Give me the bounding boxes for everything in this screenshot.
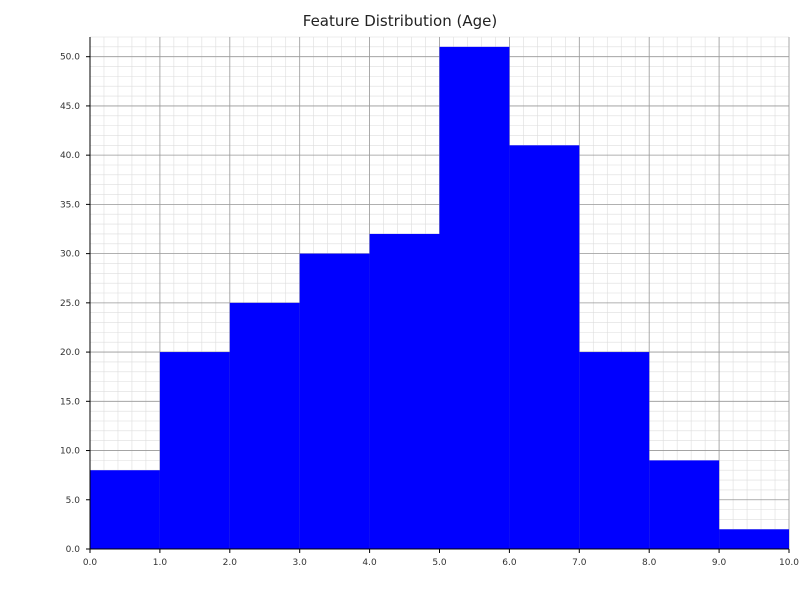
histogram-bars: [90, 46, 789, 550]
y-tick-label: 0.0: [66, 545, 81, 555]
histogram-bar: [369, 233, 440, 549]
y-tick-label: 20.0: [60, 348, 80, 358]
histogram-bar: [159, 352, 230, 549]
histogram-bar: [439, 46, 510, 549]
x-tick-label: 7.0: [572, 558, 587, 568]
x-tick-label: 0.0: [83, 558, 98, 568]
histogram-bar: [579, 352, 650, 549]
y-tick-label: 15.0: [60, 397, 80, 407]
x-tick-label: 8.0: [642, 558, 657, 568]
y-tick-label: 45.0: [60, 102, 80, 112]
x-tick-label: 5.0: [432, 558, 447, 568]
y-tick-label: 35.0: [60, 200, 80, 210]
y-axis-ticks: 0.0 5.0 10.0 15.0 20.0 25.0 30.0 35.0 40.0 45.0 50…: [60, 53, 90, 555]
x-tick-label: 9.0: [712, 558, 727, 568]
x-tick-label: 3.0: [293, 558, 308, 568]
histogram-bar: [299, 253, 370, 549]
y-tick-label: 40.0: [60, 151, 80, 161]
x-axis-ticks: 0.0 1.0 2.0 3.0 4.0 5.0 6.0 7.0 8.0 9.0 10.0: [83, 549, 799, 568]
histogram-bar: [649, 460, 720, 549]
y-tick-label: 50.0: [60, 53, 80, 63]
x-tick-label: 6.0: [502, 558, 517, 568]
x-tick-label: 2.0: [223, 558, 238, 568]
y-tick-label: 5.0: [66, 496, 81, 506]
x-tick-label: 10.0: [779, 558, 799, 568]
histogram-bar: [509, 145, 580, 550]
y-tick-label: 25.0: [60, 299, 80, 309]
histogram-bar: [719, 529, 789, 549]
chart-title: Feature Distribution (Age): [302, 12, 498, 30]
histogram-bar: [229, 302, 300, 549]
x-tick-label: 4.0: [362, 558, 377, 568]
y-tick-label: 10.0: [60, 447, 80, 457]
histogram-bar: [90, 470, 160, 549]
x-tick-label: 1.0: [153, 558, 168, 568]
y-tick-label: 30.0: [60, 250, 80, 260]
